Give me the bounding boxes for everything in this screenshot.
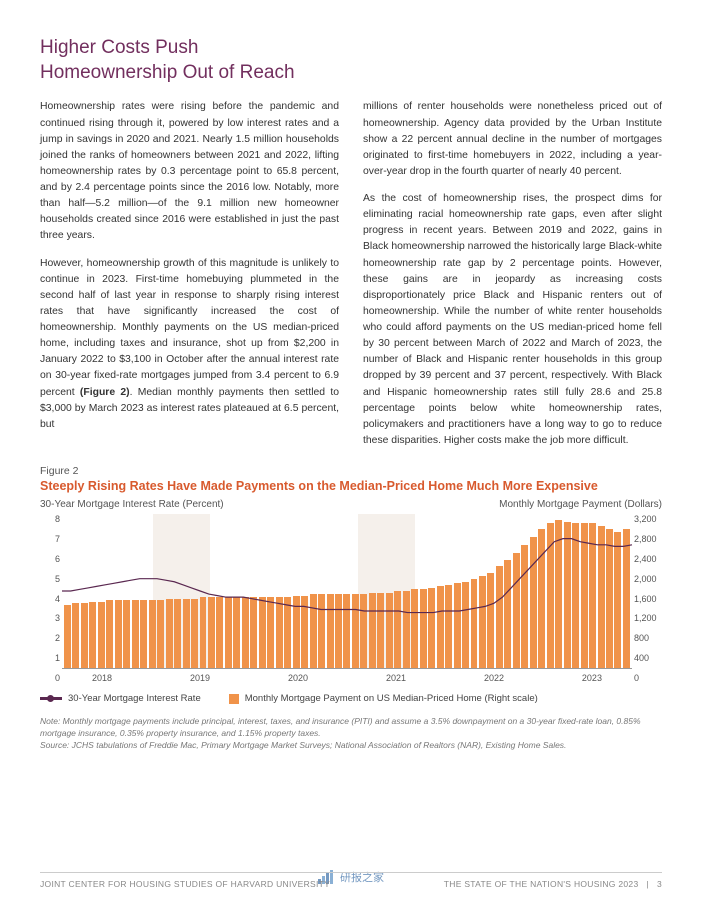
ytick: 2 (55, 633, 60, 643)
ytick: 4 (55, 594, 60, 604)
footer-left: JOINT CENTER FOR HOUSING STUDIES OF HARV… (40, 879, 330, 889)
chart-note: Note: Monthly mortgage payments include … (40, 716, 662, 752)
ytick: 1 (55, 653, 60, 663)
xtick: 2020 (288, 673, 308, 683)
page-content: Higher Costs Push Homeownership Out of R… (0, 0, 702, 752)
text-columns: Homeownership rates were rising before t… (40, 99, 662, 449)
ytick: 800 (634, 633, 649, 643)
ytick: 1,600 (634, 594, 657, 604)
page-footer: JOINT CENTER FOR HOUSING STUDIES OF HARV… (40, 872, 662, 889)
ytick: 8 (55, 514, 60, 524)
ytick: 3 (55, 613, 60, 623)
ytick: 6 (55, 554, 60, 564)
x-ticks: 2018 2019 2020 2021 2022 2023 (62, 669, 632, 683)
xtick: 2023 (582, 673, 602, 683)
axis-labels: 30-Year Mortgage Interest Rate (Percent)… (40, 499, 662, 510)
paragraph: As the cost of homeownership rises, the … (363, 191, 662, 449)
legend-rate: 30-Year Mortgage Interest Rate (40, 693, 201, 704)
footer-right: THE STATE OF THE NATION'S HOUSING 2023 (444, 879, 639, 889)
xtick: 2018 (92, 673, 112, 683)
section-title: Higher Costs Push Homeownership Out of R… (40, 36, 340, 85)
right-axis-label: Monthly Mortgage Payment (Dollars) (499, 499, 662, 510)
chart-wrapper: 876543210 3,2002,8002,4002,0001,6001,200… (62, 514, 632, 683)
source-text: Source: JCHS tabulations of Freddie Mac,… (40, 740, 662, 752)
bar-swatch (229, 694, 239, 704)
plot (62, 514, 632, 668)
xtick: 2019 (190, 673, 210, 683)
chart-title: Steeply Rising Rates Have Made Payments … (40, 479, 662, 493)
page-number: 3 (657, 879, 662, 889)
paragraph: However, homeownership growth of this ma… (40, 256, 339, 433)
xtick: 2022 (484, 673, 504, 683)
legend-rate-label: 30-Year Mortgage Interest Rate (68, 693, 201, 704)
legend-payment-label: Monthly Mortgage Payment on US Median-Pr… (245, 693, 538, 704)
paragraph: Homeownership rates were rising before t… (40, 99, 339, 244)
ytick: 3,200 (634, 514, 657, 524)
ytick: 7 (55, 534, 60, 544)
ytick: 2,800 (634, 534, 657, 544)
line-swatch (40, 697, 62, 700)
ytick: 1,200 (634, 613, 657, 623)
left-axis-label: 30-Year Mortgage Interest Rate (Percent) (40, 499, 224, 510)
y-left-ticks: 8 7 6 5 4 3 2 1 0 (40, 514, 60, 683)
rate-line (62, 514, 632, 668)
ytick: 5 (55, 574, 60, 584)
figure-label: Figure 2 (40, 465, 662, 477)
ytick: 0 (634, 673, 639, 683)
ytick: 2,400 (634, 554, 657, 564)
chart-area (62, 514, 632, 669)
ytick: 400 (634, 653, 649, 663)
ytick: 2,000 (634, 574, 657, 584)
note-text: Note: Monthly mortgage payments include … (40, 716, 662, 740)
left-column: Homeownership rates were rising before t… (40, 99, 339, 449)
chart-legend: 30-Year Mortgage Interest Rate Monthly M… (40, 693, 662, 704)
paragraph: millions of renter households were nonet… (363, 99, 662, 180)
right-column: millions of renter households were nonet… (363, 99, 662, 449)
legend-payment: Monthly Mortgage Payment on US Median-Pr… (229, 693, 538, 704)
ytick: 0 (55, 673, 60, 683)
xtick: 2021 (386, 673, 406, 683)
y-right-ticks: 3,200 2,800 2,400 2,000 1,600 1,200 800 400 0 (634, 514, 662, 683)
